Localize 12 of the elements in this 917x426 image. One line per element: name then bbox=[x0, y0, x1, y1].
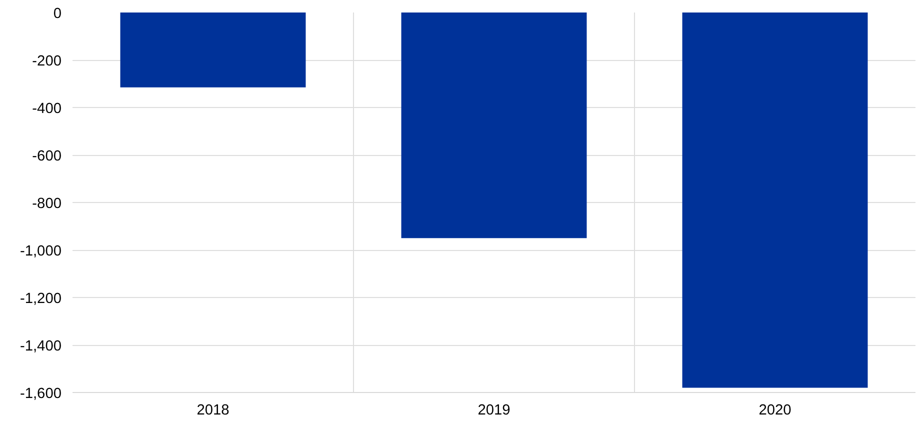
y-tick-label: -1,400 bbox=[20, 338, 62, 354]
y-tick-label: -800 bbox=[32, 196, 62, 212]
y-tick-label: -1,600 bbox=[20, 386, 62, 402]
y-tick-label: -1,200 bbox=[20, 291, 62, 307]
x-tick-label: 2020 bbox=[758, 402, 792, 418]
y-tick-label: 0 bbox=[53, 6, 62, 22]
y-tick-label: -400 bbox=[32, 101, 62, 117]
x-tick-label: 2018 bbox=[196, 402, 230, 418]
y-tick-label: -600 bbox=[32, 148, 62, 164]
y-tick-label: -1,000 bbox=[20, 244, 62, 260]
x-tick-label: 2019 bbox=[478, 402, 510, 418]
y-tick-label: -200 bbox=[32, 54, 62, 70]
